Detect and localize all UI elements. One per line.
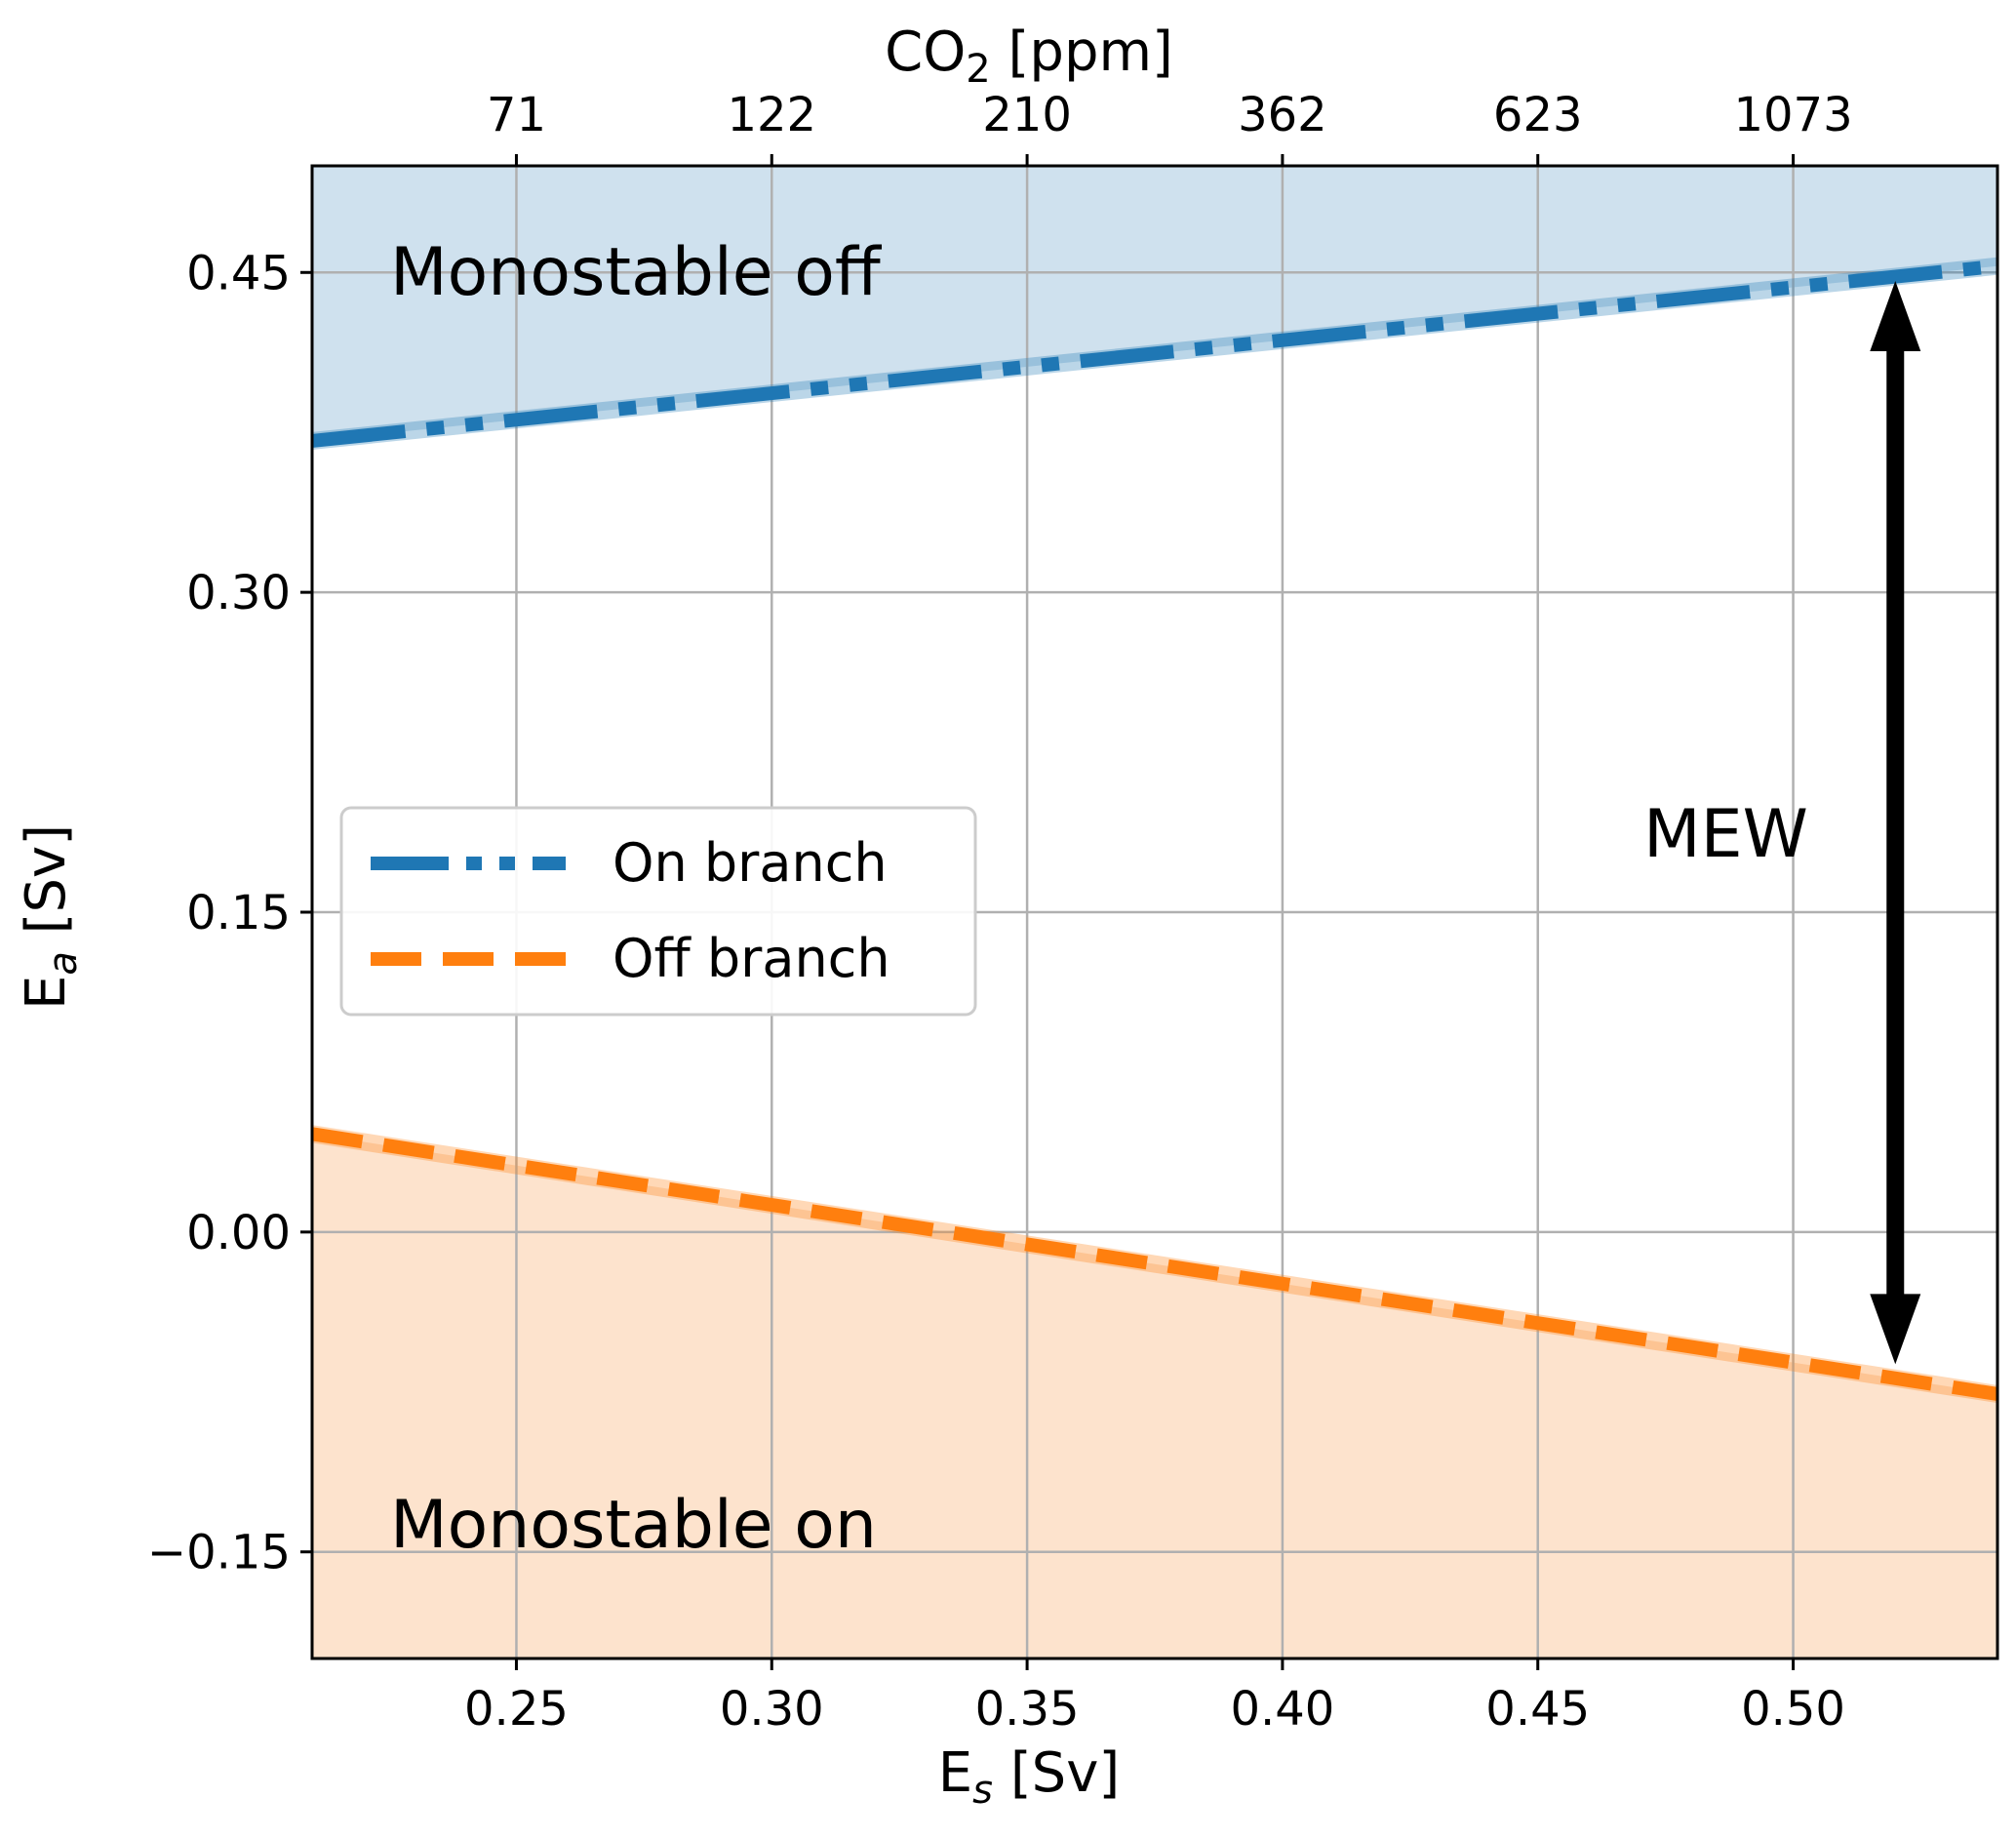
monostable-off-region <box>312 166 1997 441</box>
monostable-on-label: Monostable on <box>390 1487 877 1564</box>
x-tick-label-2: 0.35 <box>975 1682 1080 1737</box>
top-x-tick-label-1: 122 <box>727 88 816 142</box>
y-tick-label-2: 0.15 <box>186 886 291 940</box>
top-x-tick-label-2: 210 <box>982 88 1072 142</box>
y-tick-label-3: 0.30 <box>186 566 291 620</box>
mew-arrow-head-bottom <box>1870 1294 1921 1365</box>
y-tick-label-4: 0.45 <box>186 246 291 300</box>
grid <box>312 166 1997 1658</box>
off-branch-line <box>310 1127 1999 1401</box>
mew-arrow <box>1870 281 1921 1365</box>
x-tick-label-5: 0.50 <box>1741 1682 1845 1737</box>
legend-label-off-branch: Off branch <box>613 928 890 989</box>
mew-label: MEW <box>1643 796 1808 873</box>
y-tick-label-0: −0.15 <box>147 1526 291 1580</box>
x-tick-label-1: 0.30 <box>720 1682 824 1737</box>
y-axis-label: Ea [Sv] <box>15 824 86 1010</box>
x-axis-label: Es [Sv] <box>938 1741 1120 1813</box>
legend: On branch Off branch <box>339 806 977 1017</box>
on-branch-line <box>311 259 1998 448</box>
x-tick-label-3: 0.40 <box>1230 1682 1334 1737</box>
series-lines <box>310 257 1999 1403</box>
mew-arrow-head-top <box>1870 281 1921 352</box>
monostable-on-region <box>312 1134 1997 1658</box>
monostable-off-label: Monostable off <box>390 234 883 311</box>
axes: 0.25 0.30 0.35 0.40 0.45 0.50 71 122 210 362 623 10… <box>147 88 1999 1737</box>
top-x-tick-label-3: 362 <box>1238 88 1327 142</box>
top-x-tick-label-0: 71 <box>487 88 546 142</box>
x-tick-label-4: 0.45 <box>1485 1682 1590 1737</box>
top-x-tick-label-5: 1073 <box>1733 88 1852 142</box>
y-tick-label-1: 0.00 <box>186 1206 291 1260</box>
top-x-axis-label: CO2 [ppm] <box>885 20 1173 92</box>
top-x-tick-label-4: 623 <box>1493 88 1583 142</box>
x-tick-label-0: 0.25 <box>464 1682 569 1737</box>
legend-label-on-branch: On branch <box>613 832 888 894</box>
